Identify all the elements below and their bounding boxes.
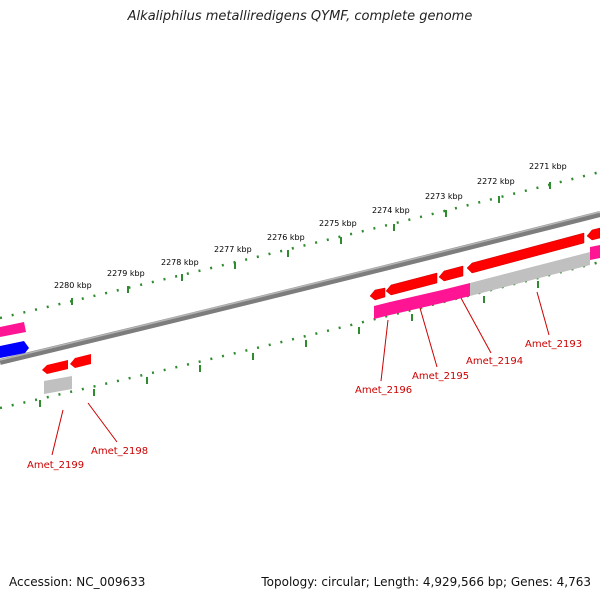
gene-segment-2194-forward	[438, 265, 464, 282]
genome-summary-label: Topology: circular; Length: 4,929,566 bp…	[261, 575, 591, 589]
backbone-arc	[0, 211, 600, 365]
map-title: Alkaliphilus metalliredigens QYMF, compl…	[127, 9, 473, 24]
tick-label-2275: 2275 kbp	[319, 219, 357, 228]
tick-label-2274: 2274 kbp	[372, 206, 410, 215]
tick-label-2280: 2280 kbp	[54, 281, 92, 290]
gene-label-amet-2196: Amet_2196	[355, 385, 412, 396]
tick-label-2276: 2276 kbp	[267, 233, 305, 242]
tick-label-2279: 2279 kbp	[107, 269, 145, 278]
gene-label-amet-2195: Amet_2195	[412, 371, 469, 382]
gene-segment-right-edge	[586, 227, 600, 241]
forward-strand-genes	[0, 227, 600, 374]
tick-label-2278: 2278 kbp	[161, 258, 199, 267]
gene-amet-2193-box	[470, 252, 590, 296]
gene-label-amet-2194: Amet_2194	[466, 356, 523, 367]
gene-amet-2199-box	[44, 376, 72, 394]
inner-strand-genes	[44, 245, 600, 394]
gene-segment-2196-forward	[369, 287, 386, 301]
inner-major-ticks	[39, 281, 539, 407]
accession-label: Accession: NC_009633	[9, 575, 146, 589]
gene-label-amet-2193: Amet_2193	[525, 339, 582, 350]
gene-amet-2193-forward	[466, 232, 585, 274]
gene-label-amet-2198: Amet_2198	[91, 446, 148, 457]
outer-major-ticks	[71, 182, 551, 305]
gene-amet-2199-forward	[42, 360, 68, 374]
gene-label-amet-2199: Amet_2199	[27, 460, 84, 471]
outer-tick-ring	[0, 170, 600, 320]
gene-left-edge-blue	[0, 341, 29, 358]
tick-label-2272: 2272 kbp	[477, 177, 515, 186]
backbone-highlight	[0, 211, 600, 361]
gene-amet-2195-box	[390, 290, 442, 315]
gene-amet-2194-box	[442, 283, 470, 303]
callout-lines	[51, 291, 550, 456]
gene-amet-2196-box	[374, 302, 390, 319]
gene-amet-2198-forward	[70, 354, 91, 368]
tick-label-2277: 2277 kbp	[214, 245, 252, 254]
tick-label-2271: 2271 kbp	[529, 162, 567, 171]
gene-segment-2195-forward	[385, 272, 438, 296]
tick-label-2273: 2273 kbp	[425, 192, 463, 201]
gene-right-edge-pink	[590, 245, 600, 260]
gene-left-edge-red	[0, 322, 26, 337]
